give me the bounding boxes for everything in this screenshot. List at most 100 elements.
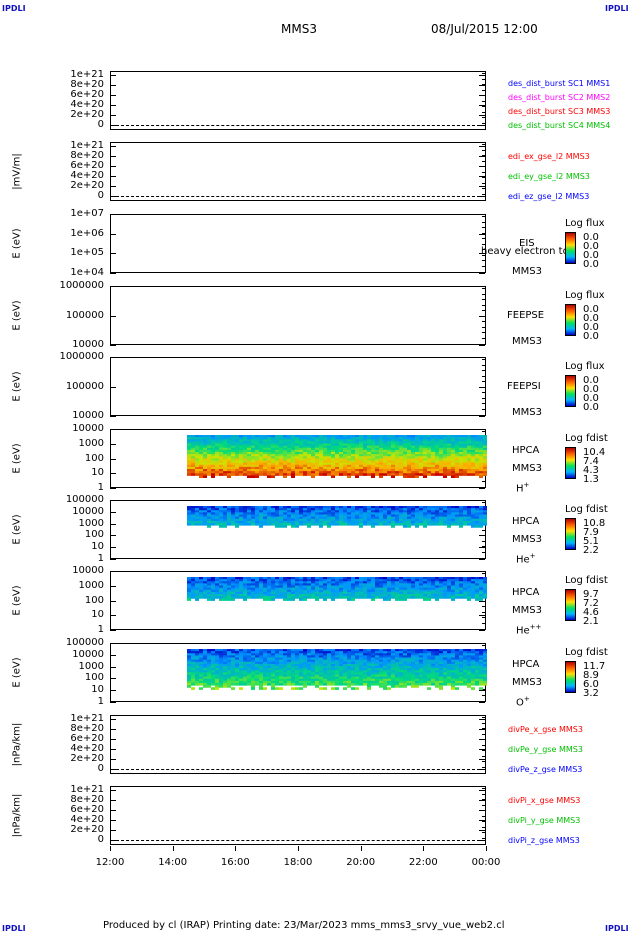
spectrogram-cell (423, 674, 427, 678)
spectrogram-cell (395, 447, 399, 451)
spectrogram-cell (251, 452, 255, 455)
spectrogram-cell (367, 676, 371, 680)
spectrogram-cell (327, 520, 331, 524)
spectrogram-cell (347, 508, 351, 511)
spectrogram-cell (235, 674, 239, 678)
spectrogram-cell (471, 441, 475, 444)
spectrogram-cell (363, 670, 367, 673)
spectrogram-cell (323, 583, 327, 586)
spectrogram-cell (475, 454, 479, 457)
minor-tick (482, 826, 486, 828)
spectrogram-cell (471, 443, 475, 447)
spectrogram-cell (235, 523, 239, 526)
minor-tick (482, 617, 486, 618)
spectrogram-cell (219, 458, 223, 461)
spectrogram-cell (479, 506, 483, 509)
spectrogram-cell (295, 458, 299, 461)
spectrogram-cell (483, 462, 487, 466)
spectrogram-cell (443, 683, 447, 686)
spectrogram-cell (411, 685, 415, 688)
spectrogram-cell (475, 651, 479, 654)
spectrogram-cell (283, 518, 287, 522)
ytick-feepsi: 100000 (65, 380, 104, 392)
spectrogram-cell (399, 596, 403, 599)
spectrogram-cell (455, 516, 459, 520)
spectrogram-cell (311, 678, 315, 682)
spectrogram-cell (467, 583, 471, 586)
spectrogram-cell (411, 456, 415, 459)
spectrogram-cell (199, 460, 203, 464)
spectrogram-cell (411, 674, 415, 678)
spectrogram-cell (371, 510, 375, 513)
spectrogram-cell (263, 435, 267, 438)
spectrogram-cell (387, 683, 391, 686)
spectrogram-cell (215, 516, 219, 520)
spectrogram-cell (315, 663, 319, 667)
legend-efield: edi_ex_gse_l2 MMS3 (508, 152, 590, 161)
spectrogram-cell (475, 589, 479, 593)
tick-mark (479, 345, 485, 346)
spectrogram-cell (271, 447, 275, 451)
minor-tick (482, 337, 486, 339)
spectrogram-cell (287, 508, 291, 511)
spectrogram-cell (471, 518, 475, 522)
spectrogram-cell (483, 516, 487, 520)
spectrogram-cell (451, 661, 455, 665)
spectrogram-cell (415, 508, 419, 511)
spectrogram-cell (223, 435, 227, 438)
spectrogram-cell (451, 441, 455, 444)
spectrogram-cell (407, 454, 411, 457)
spectrogram-cell (291, 469, 295, 472)
spectrogram-cell (415, 512, 419, 515)
spectrogram-cell (235, 653, 239, 656)
spectrogram-cell (211, 439, 215, 442)
spectrogram-cell (443, 678, 447, 682)
spectrogram-cell (239, 581, 243, 584)
spectrogram-cell (403, 456, 407, 459)
spectrogram-cell (375, 670, 379, 673)
spectrogram-cell (419, 594, 423, 597)
spectrogram-cell (335, 462, 339, 466)
spectrogram-cell (203, 676, 207, 680)
minor-tick (482, 694, 486, 696)
spectrogram-cell (427, 651, 431, 654)
spectrogram-cell (391, 680, 395, 684)
corner-mark-top-right: IPDLI (605, 4, 629, 13)
spectrogram-cell (251, 471, 255, 474)
spectrogram-cell (419, 674, 423, 678)
spectrogram-cell (319, 672, 323, 675)
spectrogram-cell (467, 449, 471, 453)
spectrogram-cell (427, 506, 431, 509)
spectrogram-cell (339, 668, 343, 671)
spectrogram-cell (411, 657, 415, 661)
spectrogram-cell (195, 583, 199, 586)
spectrogram-cell (215, 663, 219, 667)
spectrogram-cell (303, 653, 307, 656)
spectrogram-cell (215, 458, 219, 461)
spectrogram-cell (399, 443, 403, 447)
spectrogram-cell (227, 523, 231, 526)
spectrogram-cell (215, 506, 219, 509)
spectrogram-cell (271, 454, 275, 457)
spectrogram-cell (375, 672, 379, 675)
spectrogram-cell (483, 678, 487, 682)
spectrogram-cell (199, 452, 203, 455)
spectrogram-cell (407, 435, 411, 438)
spectrogram-cell (207, 663, 211, 667)
spectrogram-cell (387, 506, 391, 509)
spectrogram-cell (267, 587, 271, 591)
spectrogram-cell (243, 437, 247, 440)
spectrogram-cell (267, 683, 271, 686)
spectrogram-cell (347, 514, 351, 518)
spectrogram-cell (399, 445, 403, 449)
spectrogram-cell (363, 464, 367, 468)
spectrogram-cell (411, 668, 415, 671)
spectrogram-cell (407, 439, 411, 442)
spectrogram-cell (467, 685, 471, 688)
spectrogram-cell (251, 475, 255, 478)
spectrogram-cell (443, 583, 447, 586)
spectrogram-cell (407, 445, 411, 449)
spectrogram-cell (347, 460, 351, 464)
spectrogram-cell (347, 471, 351, 474)
spectrogram-cell (259, 674, 263, 678)
